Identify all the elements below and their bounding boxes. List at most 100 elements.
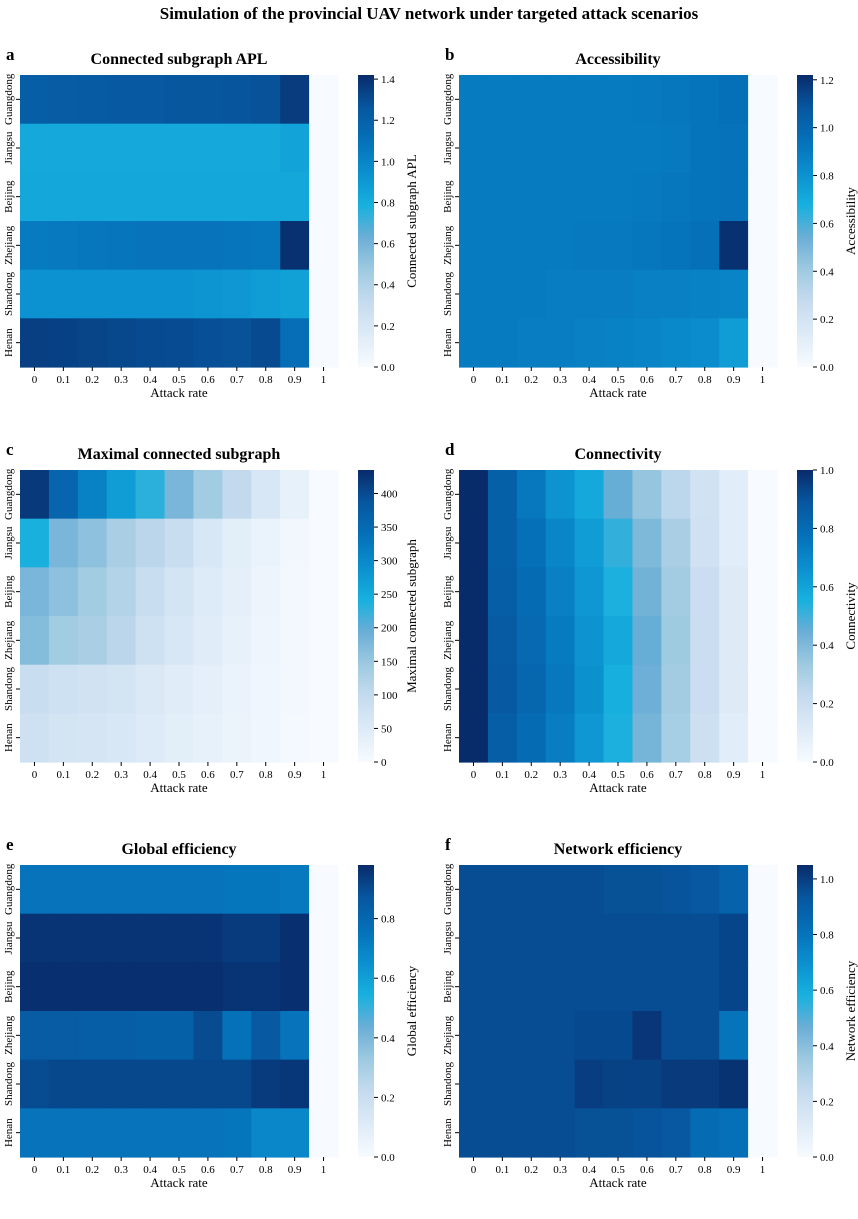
heatmap-cell: [280, 318, 310, 368]
heatmap-cell: [690, 567, 720, 617]
panel-letter: d: [445, 440, 455, 459]
heatmap-cell: [516, 1108, 547, 1158]
y-tick-label: Jiangsu: [442, 526, 454, 560]
panel-a: a Connected subgraph APL 0 0.1 0.2 0.3 0.4 0.5 0…: [3, 45, 419, 400]
heatmap-cell: [545, 664, 576, 714]
heatmap-cell: [719, 269, 749, 319]
heatmap-cell: [164, 664, 195, 714]
heatmap-cell: [251, 962, 281, 1012]
heatmap-cell: [690, 664, 720, 714]
panel-title: Connectivity: [574, 446, 661, 463]
heatmap-cell: [222, 318, 252, 368]
heatmap-cell: [106, 713, 137, 763]
x-tick-label: 0.8: [259, 374, 273, 386]
heatmap-cell: [632, 1059, 662, 1109]
x-tick-label: 1: [321, 769, 327, 781]
y-tick-label: Guangdong: [3, 468, 15, 520]
colorbar-tick-label: 0.2: [820, 699, 834, 711]
heatmap-cell: [516, 221, 547, 271]
x-axis-label: Attack rate: [589, 385, 647, 400]
heatmap-cell: [690, 75, 720, 125]
x-tick-label: 0.2: [85, 1164, 99, 1176]
heatmap-cell: [20, 664, 50, 714]
heatmap-cell: [603, 616, 634, 666]
colorbar-tick-label: 1.0: [381, 156, 395, 168]
heatmap-cell: [603, 1011, 634, 1061]
x-tick-label: 0.2: [524, 769, 538, 781]
heatmap-cell: [309, 713, 339, 763]
colorbar-label: Connected subgraph APL: [404, 154, 419, 288]
y-tick-label: Henan: [442, 723, 454, 752]
heatmap-cell: [222, 221, 252, 271]
heatmap-cell: [20, 318, 50, 368]
x-tick-label: 0.3: [553, 769, 567, 781]
heatmap-cell: [545, 616, 576, 666]
heatmap-cell: [20, 1059, 50, 1109]
heatmap-cell: [251, 913, 281, 963]
heatmap-cell: [748, 1011, 778, 1061]
heatmap-cell: [77, 616, 108, 666]
heatmap-cell: [661, 470, 691, 520]
colorbar-tick-label: 300: [381, 556, 398, 568]
heatmap-cell: [719, 470, 749, 520]
colorbar: [358, 865, 374, 1157]
heatmap-cell: [77, 269, 108, 319]
y-tick-label: Zhejiang: [442, 620, 454, 660]
heatmap-cell: [748, 616, 778, 666]
x-tick-label: 0.7: [669, 374, 683, 386]
heatmap-cell: [661, 962, 691, 1012]
heatmap-cell: [48, 664, 79, 714]
heatmap-cell: [459, 318, 489, 368]
heatmap-cell: [309, 962, 339, 1012]
heatmap-cell: [48, 567, 79, 617]
x-axis-label: Attack rate: [150, 385, 208, 400]
heatmap-cell: [459, 1108, 489, 1158]
heatmap-cell: [690, 1108, 720, 1158]
x-tick-label: 0.3: [553, 374, 567, 386]
y-tick-label: Shandong: [442, 272, 454, 317]
heatmap-cell: [719, 123, 749, 173]
y-tick-label: Jiangsu: [442, 131, 454, 165]
heatmap-cell: [309, 123, 339, 173]
heatmap-cell: [574, 123, 605, 173]
x-tick-label: 0.5: [611, 769, 625, 781]
heatmap-cell: [48, 75, 79, 125]
heatmap-cell: [487, 865, 518, 915]
heatmap-cell: [748, 664, 778, 714]
heatmap-cell: [135, 518, 166, 568]
colorbar-tick-label: 0.6: [820, 582, 834, 594]
heatmap-cell: [193, 567, 223, 617]
heatmap-cell: [690, 713, 720, 763]
heatmap-cell: [487, 913, 518, 963]
heatmap-cell: [603, 1059, 634, 1109]
heatmap-cell: [459, 221, 489, 271]
heatmap-cell: [280, 123, 310, 173]
heatmap-cell: [487, 269, 518, 319]
heatmap-cell: [193, 1108, 223, 1158]
heatmap-cell: [77, 470, 108, 520]
heatmap-cell: [661, 913, 691, 963]
heatmap-cell: [309, 1011, 339, 1061]
heatmap-cell: [20, 616, 50, 666]
x-tick-label: 0.5: [172, 769, 186, 781]
heatmap-cell: [459, 1059, 489, 1109]
heatmap-cell: [193, 865, 223, 915]
heatmap-cell: [632, 567, 662, 617]
heatmap-cell: [459, 1011, 489, 1061]
heatmap-cell: [251, 567, 281, 617]
x-tick-label: 0.9: [727, 769, 741, 781]
heatmap-cell: [280, 1011, 310, 1061]
heatmap-cell: [193, 470, 223, 520]
heatmap-cell: [459, 518, 489, 568]
heatmap-cell: [48, 616, 79, 666]
heatmap-cell: [164, 518, 195, 568]
heatmap-cell: [309, 865, 339, 915]
heatmap-cell: [545, 221, 576, 271]
heatmap-cell: [309, 616, 339, 666]
panel-letter: e: [6, 835, 14, 854]
heatmap-cell: [748, 123, 778, 173]
x-tick-label: 0.1: [56, 1164, 70, 1176]
colorbar-tick-label: 0.2: [381, 1092, 395, 1104]
y-tick-label: Zhejiang: [3, 1015, 15, 1055]
